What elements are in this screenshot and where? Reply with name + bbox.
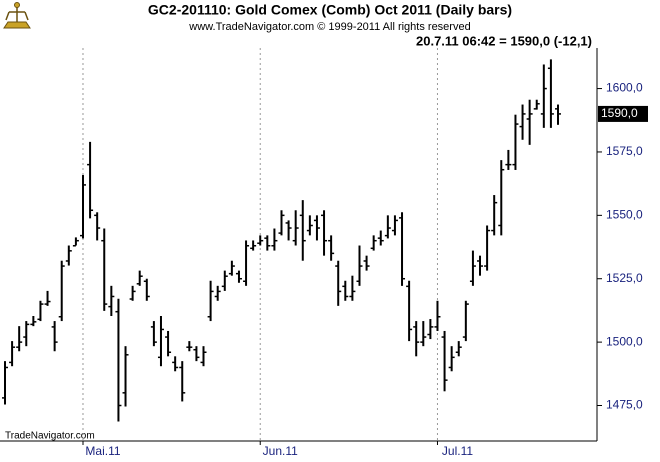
y-tick-label: 1600,0 <box>606 81 643 95</box>
x-tick-label: Jun.11 <box>263 444 298 458</box>
last-price-label: 1590,0 <box>601 106 638 120</box>
last-price-box <box>598 105 648 122</box>
y-tick-label: 1500,0 <box>606 334 643 348</box>
chart-title: GC2-201110: Gold Comex (Comb) Oct 2011 (… <box>148 2 512 18</box>
y-tick-label: 1550,0 <box>606 208 643 222</box>
watermark: TradeNavigator.com <box>5 431 95 442</box>
y-tick-label: 1475,0 <box>606 398 643 412</box>
annotation: 20.7.11 06:42 = 1590,0 (-12,1) <box>416 33 592 48</box>
y-tick-label: 1575,0 <box>606 144 643 158</box>
chart-subtitle: www.TradeNavigator.com © 1999-2011 All r… <box>188 21 470 33</box>
y-tick-label: 1525,0 <box>606 271 643 285</box>
x-tick-label: Mai.11 <box>85 444 120 458</box>
x-tick-label: Jul.11 <box>442 444 473 458</box>
logo <box>3 2 31 29</box>
